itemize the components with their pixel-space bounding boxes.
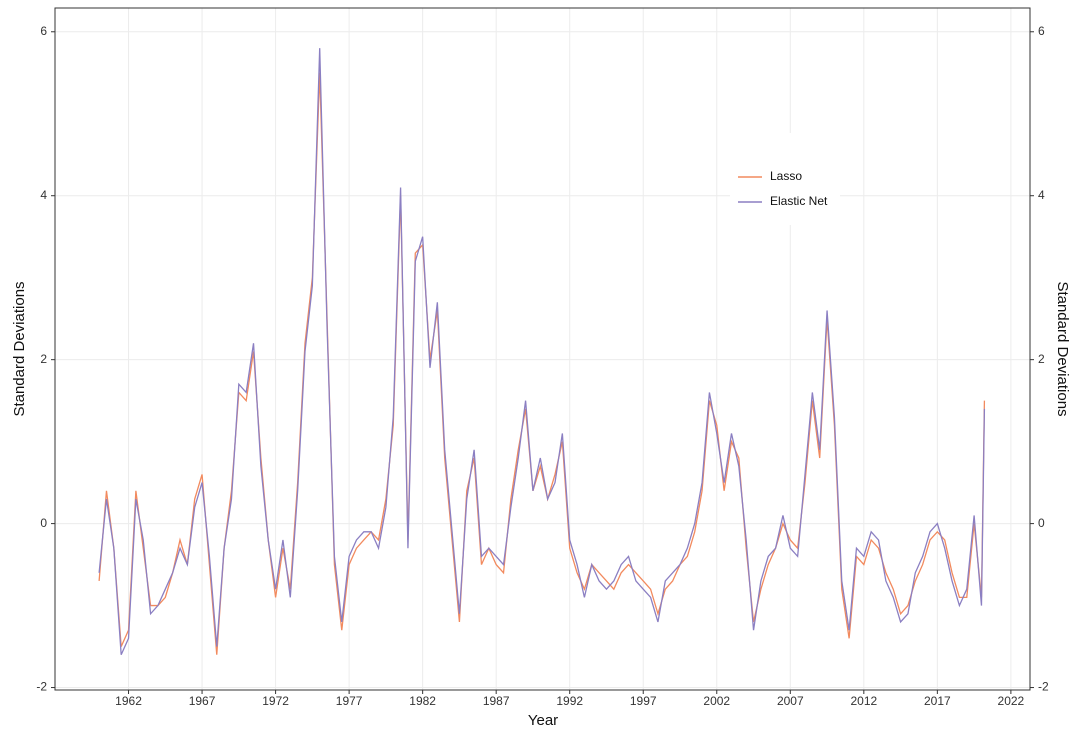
x-tick-label: 1972 [262,694,289,708]
y-tick-label: 4 [40,188,47,202]
x-tick-label: 1982 [409,694,436,708]
x-tick-label: 1992 [556,694,583,708]
x-tick-label: 1962 [115,694,142,708]
plot-frame [54,7,1031,691]
legend-label: Elastic Net [770,194,828,208]
y-tick-label: 2 [40,352,47,366]
x-tick-label: 1987 [483,694,510,708]
y2-tick-label: 6 [1038,24,1045,38]
y2-axis-label: Standard Deviations [1054,281,1071,416]
y2-tick-label: 4 [1038,188,1045,202]
series-line [98,48,986,656]
x-tick-label: 2012 [850,694,877,708]
y2-tick-label: 2 [1038,352,1045,366]
x-tick-label: 2017 [924,694,951,708]
y-tick-label: -2 [36,680,47,694]
x-tick-label: 2007 [777,694,804,708]
y2-tick-label: 0 [1038,516,1045,530]
x-axis-label: Year [528,712,558,729]
x-tick-label: 2002 [703,694,730,708]
y-tick-label: 6 [40,24,47,38]
x-tick-label: 1967 [189,694,216,708]
y2-tick-label: -2 [1038,680,1049,694]
legend-box [730,133,840,225]
y-tick-label: 0 [40,516,47,530]
series-line [98,72,986,655]
y-axis-label: Standard Deviations [11,281,28,416]
x-tick-label: 1997 [630,694,657,708]
legend-label: Lasso [770,169,802,183]
grid [55,8,1030,690]
x-tick-label: 1977 [336,694,363,708]
x-tick-label: 2022 [998,694,1025,708]
